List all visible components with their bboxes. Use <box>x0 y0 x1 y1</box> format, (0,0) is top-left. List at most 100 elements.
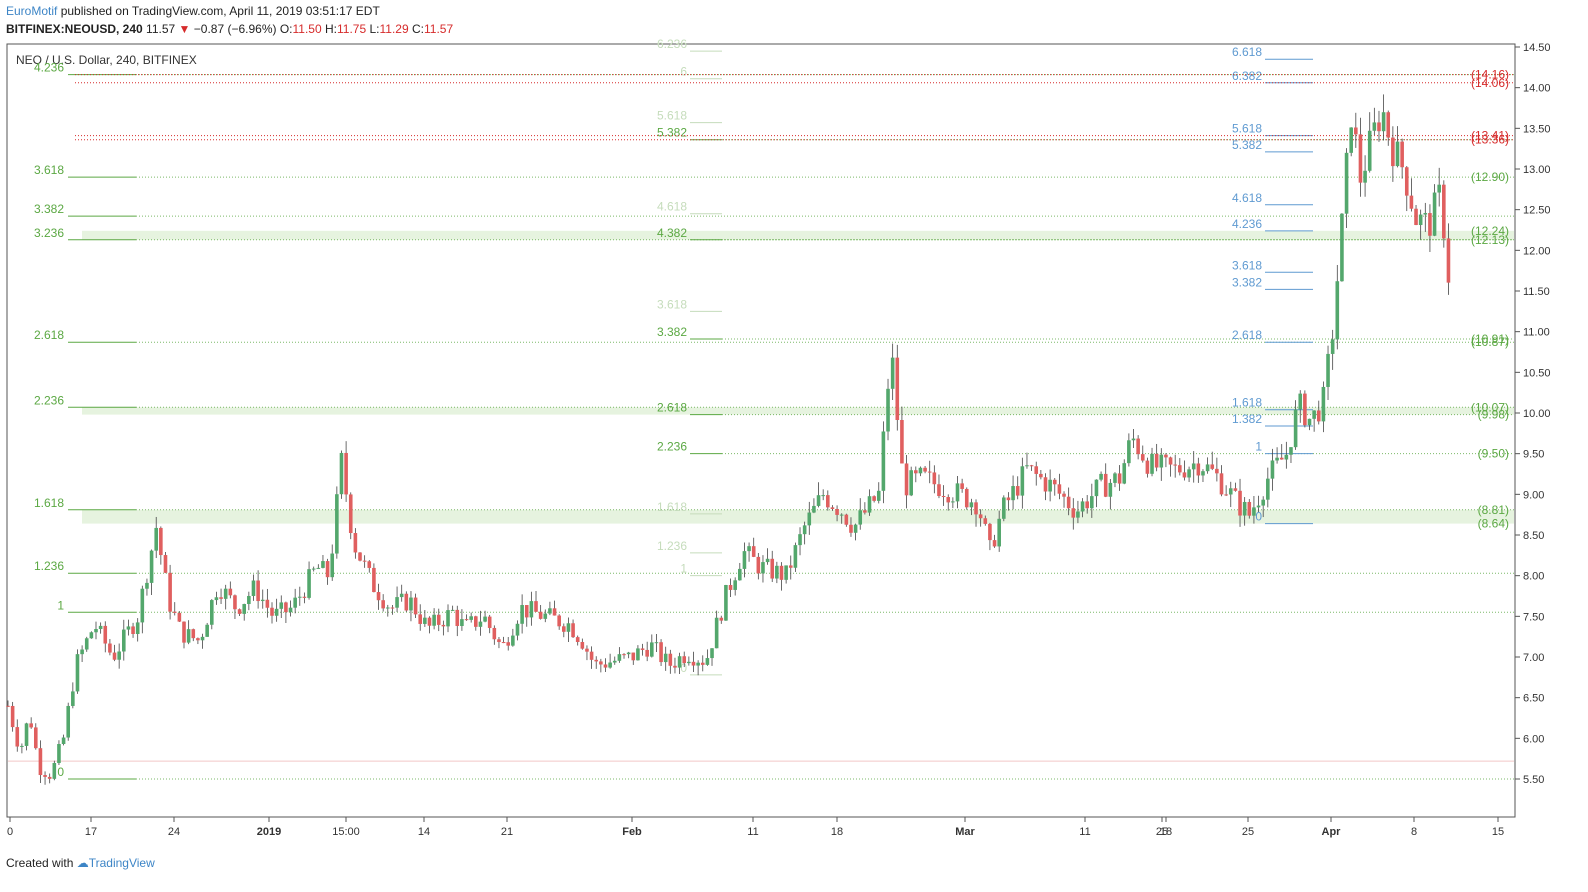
candle-body <box>821 495 825 497</box>
fib-level-label: 1.382 <box>1232 412 1262 426</box>
y-tick-label: 14.00 <box>1523 83 1551 95</box>
candle-body <box>61 737 66 744</box>
candle-body <box>1266 478 1270 500</box>
low-value: 11.29 <box>379 22 409 36</box>
candle-body <box>182 621 186 643</box>
candle-body <box>663 653 668 663</box>
candle-body <box>765 558 770 563</box>
candle-body <box>223 588 228 599</box>
fib-level-label: 1.618 <box>34 496 64 510</box>
candle-body <box>909 470 913 496</box>
candle-body <box>251 580 256 596</box>
x-tick-label: 21 <box>501 826 513 838</box>
candle-body <box>205 624 209 637</box>
candle-body <box>557 615 561 627</box>
candle-body <box>881 431 886 491</box>
candle-body <box>1136 438 1140 455</box>
candle-body <box>163 555 168 573</box>
candle-body <box>1442 184 1446 239</box>
open-value: 11.50 <box>292 22 322 36</box>
candle-body <box>311 568 316 570</box>
x-tick-label: 2019 <box>257 826 281 838</box>
fib-level-label: 4.236 <box>1232 217 1262 231</box>
candle-body <box>719 617 724 621</box>
candle-body <box>645 649 649 657</box>
candle-body <box>381 600 385 609</box>
candle-body <box>1224 494 1228 496</box>
candle-body <box>1303 393 1307 426</box>
candle-body <box>710 648 714 659</box>
candle-body <box>1381 112 1386 132</box>
candle-body <box>1011 486 1015 501</box>
candle-body <box>52 763 57 779</box>
y-tick-label: 10.00 <box>1523 408 1551 420</box>
author-link[interactable]: EuroMotif <box>6 4 58 18</box>
candle-body <box>1284 454 1289 460</box>
candle-body <box>1363 170 1367 183</box>
candle-body <box>1437 184 1441 193</box>
y-tick-label: 6.50 <box>1523 693 1544 705</box>
candle-body <box>1066 496 1071 509</box>
candle-body <box>631 652 636 661</box>
y-tick-label: 11.00 <box>1523 327 1550 339</box>
candle-body <box>622 654 626 656</box>
fib-level-label: 2.618 <box>1232 328 1262 342</box>
candle-body <box>367 561 372 568</box>
candle-body <box>483 616 487 622</box>
candle-body <box>677 656 682 668</box>
candle-body <box>682 656 687 664</box>
candle-body <box>793 545 798 568</box>
candle-body <box>372 567 376 593</box>
candle-body <box>288 607 293 613</box>
candle-body <box>154 527 159 551</box>
candle-body <box>1127 440 1131 464</box>
fib-level-label: 2.618 <box>34 328 64 342</box>
candle-body <box>1228 488 1233 495</box>
candle-body <box>1423 213 1428 215</box>
fib-level-label: 6 <box>680 65 687 79</box>
candle-body <box>1085 501 1089 509</box>
candle-body <box>1316 410 1321 422</box>
candle-body <box>886 388 890 432</box>
candle-body <box>659 642 663 663</box>
candle-body <box>1025 465 1029 467</box>
y-tick-label: 8.00 <box>1523 571 1544 583</box>
candle-body <box>1052 479 1057 485</box>
candle-body <box>872 496 876 501</box>
candle-body <box>538 611 543 619</box>
chart-frame <box>6 43 1516 818</box>
candle-body <box>344 452 348 495</box>
candle-body <box>552 608 557 616</box>
candle-body <box>131 626 135 634</box>
candle-body <box>1409 195 1414 209</box>
candle-body <box>830 507 835 509</box>
candle-body <box>330 553 335 578</box>
candle-body <box>409 597 413 611</box>
candle-body <box>1400 141 1404 168</box>
price-level-label: (13.36) <box>1471 133 1509 147</box>
candle-body <box>293 597 297 608</box>
y-tick-label: 7.00 <box>1523 652 1544 664</box>
candle-body <box>1414 208 1418 226</box>
x-tick-label: Apr <box>1322 826 1342 838</box>
candle-body <box>1159 454 1164 468</box>
candle-body <box>94 629 98 633</box>
y-tick-label: 8.50 <box>1523 530 1544 542</box>
candle-body <box>404 593 409 611</box>
x-tick-label: 15:00 <box>332 826 360 838</box>
candle-body <box>1178 465 1182 473</box>
candle-body <box>1187 469 1191 478</box>
candle-body <box>784 565 788 580</box>
candle-body <box>1404 167 1409 196</box>
candle-body <box>603 664 608 668</box>
candle-body <box>1418 214 1423 226</box>
candle-body <box>140 588 145 623</box>
candle-body <box>1145 460 1150 474</box>
candle-body <box>770 558 775 579</box>
candle-body <box>1173 464 1177 466</box>
candle-body <box>1219 473 1224 495</box>
tradingview-link[interactable]: TradingView <box>88 856 155 870</box>
fib-level-label: 4.618 <box>1232 191 1262 205</box>
candle-body <box>589 651 594 660</box>
